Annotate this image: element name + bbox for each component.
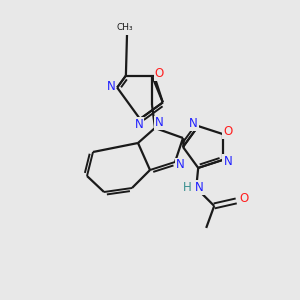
Text: N: N xyxy=(135,118,143,130)
Text: N: N xyxy=(107,80,116,93)
Text: CH₃: CH₃ xyxy=(117,22,133,32)
Text: N: N xyxy=(224,155,232,168)
Text: O: O xyxy=(240,192,249,206)
Text: O: O xyxy=(154,67,164,80)
Text: H: H xyxy=(183,182,192,194)
Text: O: O xyxy=(223,124,232,138)
Text: N: N xyxy=(195,182,204,194)
Text: N: N xyxy=(189,117,198,130)
Text: N: N xyxy=(154,116,164,130)
Text: N: N xyxy=(176,158,184,172)
